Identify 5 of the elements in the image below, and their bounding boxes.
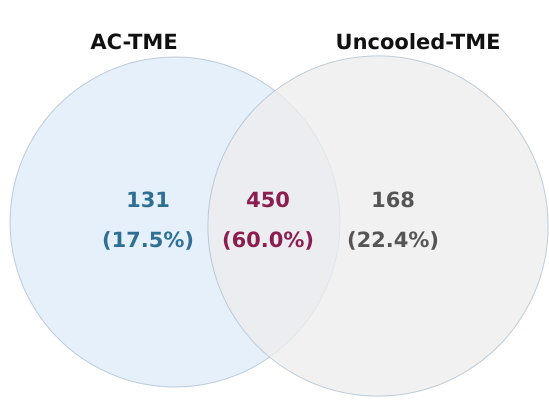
text: Uncooled-TME (336, 30, 500, 54)
data-label: 131 (17.5%) (102, 188, 194, 252)
data-label: 168 (22.4%) (346, 188, 440, 252)
data-label: 450 (60.0%) (222, 188, 314, 252)
text: AC-TME (90, 30, 178, 54)
